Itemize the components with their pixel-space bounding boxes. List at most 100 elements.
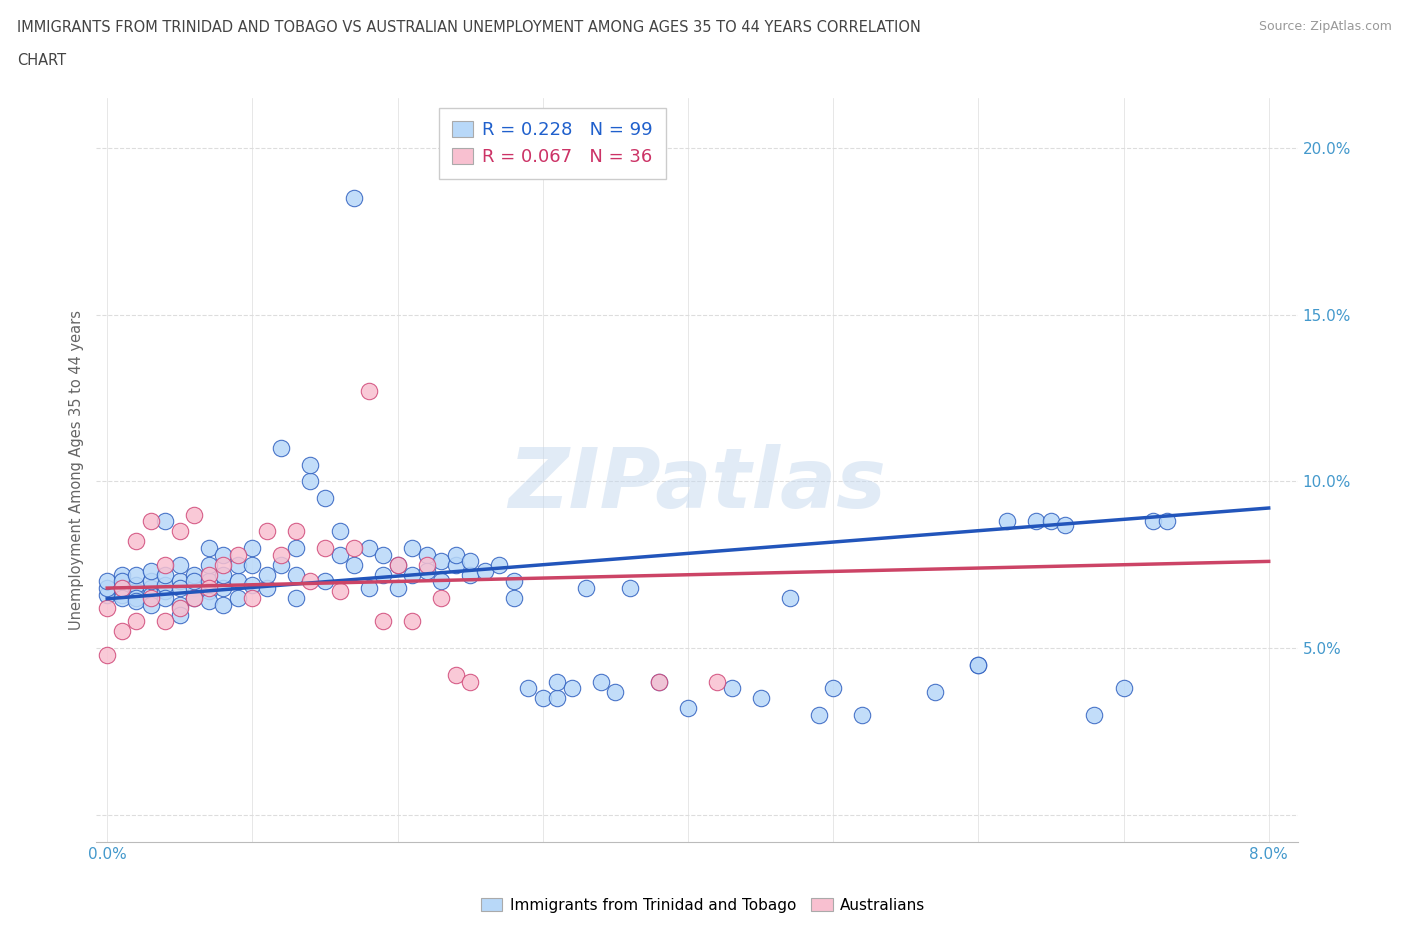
- Point: [807, 708, 830, 723]
- Point: [676, 701, 699, 716]
- Point: [183, 580, 205, 595]
- Point: [415, 564, 437, 578]
- Point: [619, 580, 641, 595]
- Point: [924, 684, 946, 699]
- Point: [111, 567, 134, 582]
- Point: [111, 588, 134, 603]
- Point: [212, 547, 235, 562]
- Point: [474, 564, 496, 578]
- Point: [198, 594, 221, 609]
- Point: [517, 681, 540, 696]
- Point: [155, 584, 177, 599]
- Point: [111, 591, 134, 605]
- Point: [256, 524, 278, 538]
- Point: [125, 594, 148, 609]
- Text: ZIPatlas: ZIPatlas: [508, 444, 886, 525]
- Point: [169, 607, 191, 622]
- Point: [169, 557, 191, 572]
- Point: [488, 557, 510, 572]
- Point: [444, 547, 467, 562]
- Point: [155, 557, 177, 572]
- Point: [444, 557, 467, 572]
- Point: [648, 674, 671, 689]
- Point: [502, 574, 524, 589]
- Point: [139, 591, 162, 605]
- Point: [995, 514, 1018, 529]
- Point: [111, 624, 134, 639]
- Point: [183, 507, 205, 522]
- Point: [605, 684, 627, 699]
- Point: [546, 674, 568, 689]
- Point: [285, 567, 308, 582]
- Point: [575, 580, 598, 595]
- Point: [401, 540, 423, 555]
- Point: [387, 580, 409, 595]
- Point: [125, 578, 148, 592]
- Point: [458, 674, 481, 689]
- Point: [415, 557, 437, 572]
- Point: [155, 591, 177, 605]
- Point: [242, 578, 264, 592]
- Point: [155, 567, 177, 582]
- Point: [242, 540, 264, 555]
- Text: CHART: CHART: [17, 53, 66, 68]
- Point: [242, 591, 264, 605]
- Point: [169, 524, 191, 538]
- Point: [169, 601, 191, 616]
- Point: [169, 574, 191, 589]
- Point: [155, 514, 177, 529]
- Point: [183, 591, 205, 605]
- Point: [155, 578, 177, 592]
- Point: [343, 191, 366, 206]
- Point: [444, 668, 467, 683]
- Point: [502, 591, 524, 605]
- Point: [169, 580, 191, 595]
- Point: [314, 490, 336, 505]
- Point: [111, 574, 134, 589]
- Point: [96, 601, 118, 616]
- Legend: Immigrants from Trinidad and Tobago, Australians: Immigrants from Trinidad and Tobago, Aus…: [474, 892, 932, 919]
- Point: [139, 564, 162, 578]
- Point: [226, 547, 249, 562]
- Y-axis label: Unemployment Among Ages 35 to 44 years: Unemployment Among Ages 35 to 44 years: [69, 310, 84, 630]
- Point: [314, 574, 336, 589]
- Point: [779, 591, 801, 605]
- Point: [1025, 514, 1047, 529]
- Point: [415, 547, 437, 562]
- Point: [1083, 708, 1105, 723]
- Point: [343, 540, 366, 555]
- Point: [328, 524, 350, 538]
- Point: [256, 567, 278, 582]
- Point: [285, 591, 308, 605]
- Point: [546, 691, 568, 706]
- Point: [401, 614, 423, 629]
- Point: [299, 474, 322, 489]
- Point: [242, 557, 264, 572]
- Point: [155, 614, 177, 629]
- Point: [270, 441, 292, 456]
- Point: [343, 557, 366, 572]
- Point: [183, 574, 205, 589]
- Point: [371, 614, 394, 629]
- Point: [226, 591, 249, 605]
- Point: [1142, 514, 1164, 529]
- Point: [226, 557, 249, 572]
- Point: [357, 540, 380, 555]
- Point: [430, 591, 453, 605]
- Point: [169, 597, 191, 612]
- Point: [183, 591, 205, 605]
- Point: [125, 567, 148, 582]
- Text: IMMIGRANTS FROM TRINIDAD AND TOBAGO VS AUSTRALIAN UNEMPLOYMENT AMONG AGES 35 TO : IMMIGRANTS FROM TRINIDAD AND TOBAGO VS A…: [17, 20, 921, 35]
- Point: [285, 524, 308, 538]
- Point: [198, 540, 221, 555]
- Point: [212, 567, 235, 582]
- Point: [561, 681, 583, 696]
- Point: [212, 580, 235, 595]
- Point: [139, 574, 162, 589]
- Point: [357, 580, 380, 595]
- Point: [430, 574, 453, 589]
- Point: [328, 547, 350, 562]
- Point: [125, 584, 148, 599]
- Point: [111, 580, 134, 595]
- Point: [720, 681, 742, 696]
